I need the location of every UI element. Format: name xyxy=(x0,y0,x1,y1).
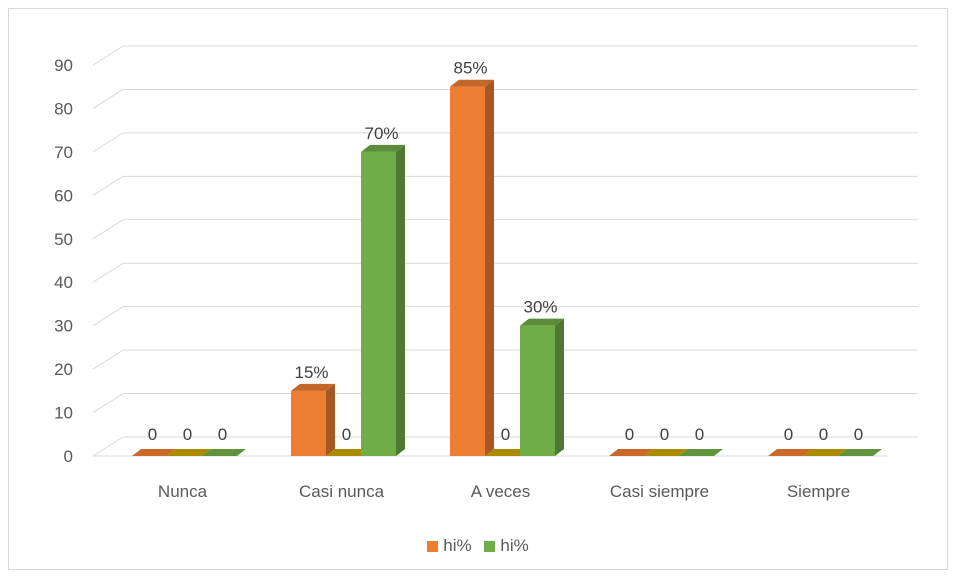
legend-label-green: hi% xyxy=(500,536,529,555)
y-tick-label: 60 xyxy=(54,186,73,205)
bar-flat xyxy=(768,449,812,456)
bar xyxy=(450,86,485,456)
x-tick-label: A veces xyxy=(471,482,531,501)
legend: hi% hi% xyxy=(0,536,956,556)
bar-flat xyxy=(609,449,653,456)
bar-side xyxy=(555,318,564,456)
x-tick-label: Siempre xyxy=(787,482,850,501)
gridline-diagonal xyxy=(92,262,124,283)
y-tick-label: 10 xyxy=(54,404,73,423)
bar-flat xyxy=(485,449,529,456)
bar-top xyxy=(361,144,405,152)
y-tick-label: 40 xyxy=(54,273,73,292)
data-label: 0 xyxy=(819,425,828,444)
gridline-diagonal xyxy=(92,132,124,153)
data-label: 85% xyxy=(453,59,487,78)
gridline-diagonal xyxy=(92,349,124,370)
gridline-diagonal xyxy=(92,89,124,109)
bar-side xyxy=(396,144,405,456)
legend-swatch-green xyxy=(484,541,496,552)
bar xyxy=(520,325,555,456)
data-label: 70% xyxy=(364,124,398,143)
data-label: 0 xyxy=(784,425,793,444)
y-tick-label: 90 xyxy=(54,56,73,75)
data-label: 0 xyxy=(695,425,704,444)
data-label: 15% xyxy=(294,363,328,382)
data-label: 0 xyxy=(854,425,863,444)
bar-flat xyxy=(803,449,847,456)
gridline-diagonal xyxy=(92,306,124,327)
bar-flat xyxy=(132,449,176,456)
bar xyxy=(361,151,396,456)
data-label: 30% xyxy=(523,298,557,317)
data-label: 0 xyxy=(660,425,669,444)
legend-label-orange: hi% xyxy=(443,536,472,555)
legend-item-green: hi% xyxy=(484,536,529,556)
bar-side xyxy=(485,79,494,456)
legend-item-orange: hi% xyxy=(427,536,472,556)
gridline-diagonal xyxy=(92,45,124,66)
x-tick-label: Casi siempre xyxy=(610,482,709,501)
gridline-diagonal xyxy=(92,393,124,413)
bar-flat xyxy=(326,449,370,456)
y-tick-label: 80 xyxy=(54,99,73,118)
bar-side xyxy=(326,383,335,456)
data-label: 0 xyxy=(501,425,510,444)
x-tick-label: Nunca xyxy=(158,482,208,501)
gridline-diagonal xyxy=(92,175,124,196)
bar-top xyxy=(520,318,564,326)
bar-flat xyxy=(202,449,246,456)
y-tick-label: 70 xyxy=(54,143,73,162)
y-tick-label: 0 xyxy=(64,447,73,466)
y-tick-label: 30 xyxy=(54,317,73,336)
bar-top xyxy=(450,79,494,87)
data-label: 0 xyxy=(183,425,192,444)
bar-flat xyxy=(838,449,882,456)
data-label: 0 xyxy=(625,425,634,444)
data-label: 0 xyxy=(218,425,227,444)
legend-swatch-orange xyxy=(427,541,439,552)
bar-flat xyxy=(679,449,723,456)
data-label: 0 xyxy=(148,425,157,444)
gridline-diagonal xyxy=(92,436,124,457)
y-tick-label: 50 xyxy=(54,230,73,249)
gridline-diagonal xyxy=(92,219,124,240)
y-tick-label: 20 xyxy=(54,360,73,379)
bar-top xyxy=(291,383,335,391)
bar xyxy=(291,390,326,456)
data-label: 0 xyxy=(342,425,351,444)
x-tick-label: Casi nunca xyxy=(299,482,385,501)
bar-flat xyxy=(644,449,688,456)
bar-flat xyxy=(167,449,211,456)
